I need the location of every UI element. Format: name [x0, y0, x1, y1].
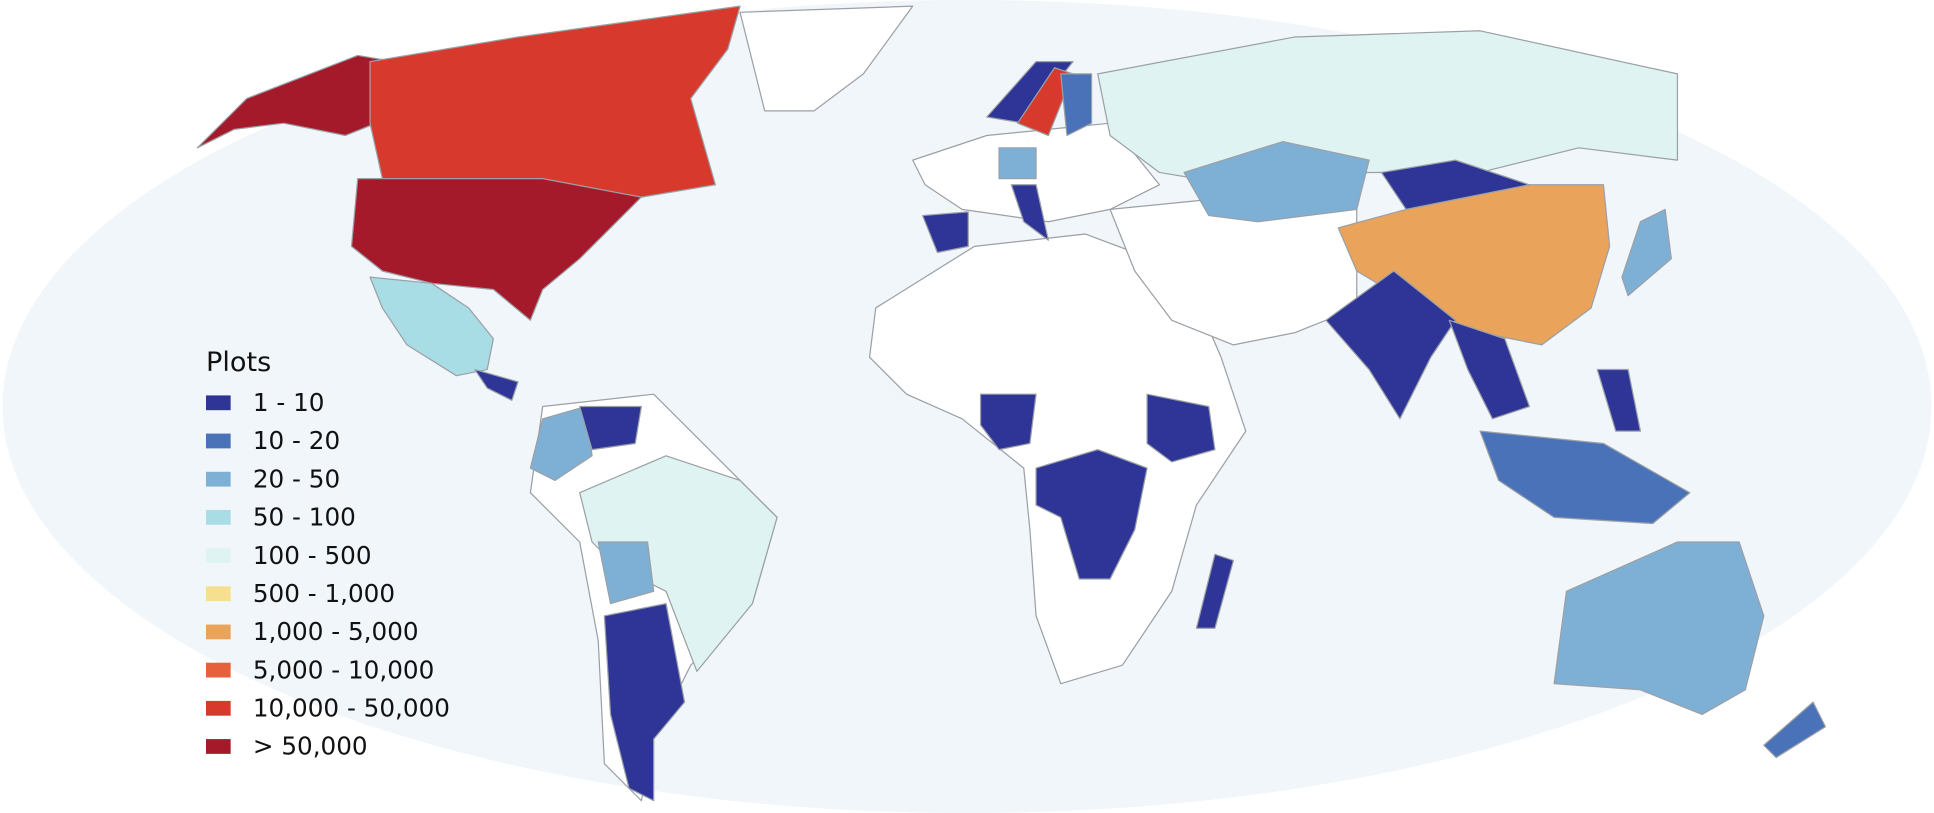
legend-swatch: [205, 395, 231, 411]
legend-label: 20 - 50: [253, 464, 340, 493]
country: [579, 405, 642, 451]
legend-label: 100 - 500: [253, 541, 372, 570]
country: [979, 393, 1037, 451]
country: [369, 276, 494, 377]
legend-label: > 50,000: [253, 732, 368, 761]
country: [1596, 368, 1642, 432]
legend-swatch: [205, 548, 231, 563]
legend-swatch: [205, 700, 231, 716]
legend-title: Plots: [206, 347, 271, 378]
legend-swatch: [205, 471, 231, 487]
greenland: [739, 5, 914, 112]
country: [1763, 701, 1827, 759]
country: [1479, 430, 1691, 525]
country: [1010, 184, 1050, 241]
legend-swatch: [205, 624, 231, 640]
legend-label: 1 - 10: [253, 388, 325, 417]
country: [597, 541, 655, 605]
country: [1553, 541, 1765, 716]
country: [998, 147, 1037, 180]
legend-swatch: [205, 586, 231, 602]
country: [1621, 208, 1672, 297]
country: [196, 54, 396, 149]
country: [921, 211, 969, 254]
country: [1060, 73, 1093, 137]
legend-swatch: [205, 662, 231, 678]
countries: [196, 5, 1827, 802]
country: [1035, 448, 1148, 580]
country: [1183, 141, 1370, 223]
legend-swatch: [205, 739, 231, 754]
legend-label: 50 - 100: [253, 503, 356, 532]
legend-label: 500 - 1,000: [253, 579, 395, 608]
country: [369, 5, 741, 204]
country: [1448, 319, 1531, 420]
legend-swatch: [205, 509, 231, 525]
country: [529, 405, 593, 482]
country: [603, 602, 686, 802]
legend-label: 5,000 - 10,000: [253, 655, 434, 684]
legend-label: 10 - 20: [253, 426, 340, 455]
legend-label: 1,000 - 5,000: [253, 617, 419, 646]
country: [474, 368, 519, 401]
country: [350, 177, 642, 321]
country: [1097, 30, 1679, 186]
country: [1325, 270, 1457, 420]
legend: Plots 1 - 10 10 - 20 20 - 50 50 - 100 100 - …: [205, 347, 450, 761]
legend-label: 10,000 - 50,000: [253, 694, 450, 723]
legend-swatch: [205, 433, 231, 449]
country: [1146, 393, 1216, 463]
country: [1195, 553, 1235, 629]
